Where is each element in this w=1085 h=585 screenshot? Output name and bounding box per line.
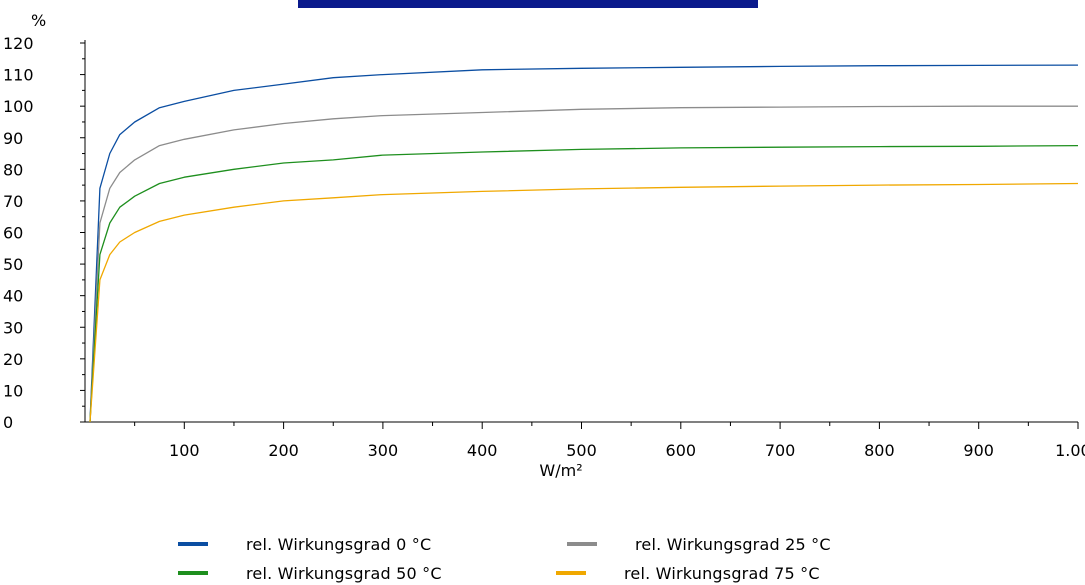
y-tick-label: 80 bbox=[3, 160, 23, 179]
series-line-3 bbox=[89, 182, 1079, 423]
series-line-2 bbox=[89, 144, 1079, 423]
y-tick-label: 50 bbox=[3, 255, 23, 274]
title-banner bbox=[298, 0, 758, 8]
x-tick-label: 200 bbox=[268, 441, 299, 460]
y-tick-label: 70 bbox=[3, 192, 23, 211]
y-tick-label: 20 bbox=[3, 350, 23, 369]
x-tick-label: 600 bbox=[666, 441, 697, 460]
y-tick-label: 100 bbox=[3, 97, 34, 116]
axes: 0 10 20 30 40 50 60 70 80 90 100 110 120 100 200 300 400… bbox=[3, 34, 1085, 460]
y-tick-label: 110 bbox=[3, 66, 34, 85]
y-tick-label: 30 bbox=[3, 318, 23, 337]
series-line-1 bbox=[89, 105, 1078, 423]
y-tick-label: 60 bbox=[3, 224, 23, 243]
x-tick-label: 700 bbox=[765, 441, 796, 460]
x-tick-label: 100 bbox=[169, 441, 200, 460]
x-tick-label: 800 bbox=[864, 441, 895, 460]
series-layer bbox=[89, 64, 1079, 423]
x-tick-label: 1.000 bbox=[1055, 441, 1085, 460]
y-tick-label: 120 bbox=[3, 34, 34, 53]
y-tick-label: 40 bbox=[3, 287, 23, 306]
series-line-0 bbox=[89, 64, 1079, 423]
x-tick-label: 400 bbox=[467, 441, 498, 460]
x-tick-label: 900 bbox=[963, 441, 994, 460]
x-axis-title: W/m² bbox=[539, 461, 582, 480]
y-axis-title: % bbox=[31, 11, 46, 30]
y-tick-label: 90 bbox=[3, 129, 23, 148]
y-tick-label: 10 bbox=[3, 381, 23, 400]
x-tick-label: 500 bbox=[566, 441, 597, 460]
y-tick-label: 0 bbox=[3, 413, 13, 432]
x-tick-label: 300 bbox=[368, 441, 399, 460]
